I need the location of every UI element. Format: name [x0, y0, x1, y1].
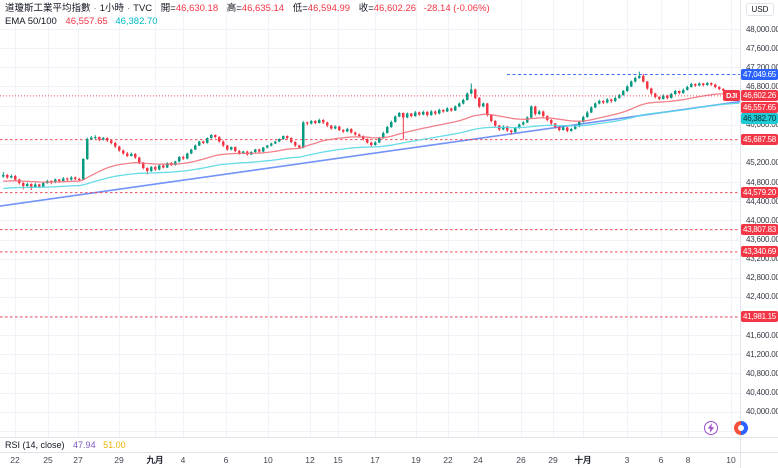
- price-badge: 46,602.26: [741, 90, 778, 102]
- price-badge: 46,382.70: [741, 113, 778, 125]
- time-axis[interactable]: 22 25 27 29 九月 4 6 10 12 15 17 19 22 24 26 29 十月 3 6 8 10: [0, 453, 740, 468]
- price-tick: 47,600.00: [746, 43, 778, 53]
- time-label-month: 九月: [146, 455, 164, 465]
- time-label: 6: [223, 455, 229, 465]
- price-badge: 47,049.65: [741, 68, 778, 80]
- time-label: 12: [305, 455, 315, 465]
- price-axis-separator: [740, 0, 741, 468]
- close-value: 46,602.26: [373, 3, 417, 14]
- legend-separator: ·: [126, 3, 131, 14]
- price-badge: 45,687.58: [741, 134, 778, 146]
- ema-legend-row[interactable]: EMA 50/100 46,557.65 46,382.70: [5, 15, 490, 28]
- open-value: 46,630.18: [175, 3, 219, 14]
- time-label: 29: [114, 455, 124, 465]
- ema-label: EMA 50/100: [5, 16, 57, 27]
- price-tick: 48,000.00: [746, 24, 778, 34]
- time-label: 17: [370, 455, 380, 465]
- low-value: 46,594.99: [307, 3, 351, 14]
- change-value: -28.14 (-0.06%): [423, 3, 490, 14]
- time-label-month: 十月: [574, 455, 592, 465]
- rsi-pane-legend[interactable]: RSI (14, close) 47.94 51.00: [5, 438, 126, 452]
- price-badge: 43,807.83: [741, 224, 778, 236]
- price-tick: 44,400.00: [746, 196, 778, 206]
- price-tick: 40,000.00: [746, 407, 778, 417]
- price-tick: 42,400.00: [746, 292, 778, 302]
- time-label: 22: [10, 455, 20, 465]
- time-axis-separator: [0, 452, 778, 453]
- currency-label[interactable]: USD: [746, 3, 774, 16]
- interval-label: 1小時: [99, 3, 124, 14]
- price-badge: 44,579.20: [741, 187, 778, 199]
- price-tick: 47,200.00: [746, 62, 778, 72]
- price-badge: 43,340.69: [741, 246, 778, 258]
- price-tick: 45,200.00: [746, 158, 778, 168]
- time-label: 6: [658, 455, 664, 465]
- open-label: 開=: [160, 3, 176, 14]
- community-icon-center: [738, 425, 744, 431]
- lightning-icon[interactable]: [704, 421, 718, 435]
- time-label: 3: [624, 455, 630, 465]
- pane-separator[interactable]: [0, 437, 778, 438]
- time-label: 22: [443, 455, 453, 465]
- price-tick: 46,000.00: [746, 120, 778, 130]
- time-label: 26: [516, 455, 526, 465]
- symbol-title: 道瓊斯工業平均指數: [5, 3, 91, 14]
- price-tick: 40,400.00: [746, 388, 778, 398]
- ema100-value: 46,382.70: [115, 16, 158, 27]
- high-label: 高=: [226, 3, 242, 14]
- time-label: 19: [411, 455, 421, 465]
- price-axis[interactable]: USD 48,000.00 47,600.00 47,200.00 46,800.00…: [741, 0, 778, 452]
- high-value: 46,635.14: [241, 3, 285, 14]
- time-label: 8: [685, 455, 691, 465]
- price-tick: 40,800.00: [746, 368, 778, 378]
- candlestick-plot[interactable]: [0, 0, 740, 437]
- time-label: 29: [548, 455, 558, 465]
- price-tick: 44,000.00: [746, 215, 778, 225]
- community-icon[interactable]: [734, 421, 748, 435]
- time-label: 25: [43, 455, 53, 465]
- price-badge: 41,981.15: [741, 311, 778, 323]
- price-tick: 42,800.00: [746, 273, 778, 283]
- price-tick: 46,800.00: [746, 81, 778, 91]
- price-tick: 41,600.00: [746, 330, 778, 340]
- time-label: 27: [73, 455, 83, 465]
- price-tick: 43,600.00: [746, 235, 778, 245]
- currency-text: USD: [751, 5, 769, 14]
- time-label: 4: [180, 455, 186, 465]
- time-label: 15: [333, 455, 343, 465]
- lightning-glyph: [707, 423, 715, 433]
- symbol-price-tag: DJI: [723, 90, 740, 102]
- close-label: 收=: [358, 3, 374, 14]
- symbol-legend-row[interactable]: 道瓊斯工業平均指數 · 1小時 · TVC 開=46,630.18 高=46,635.1…: [5, 2, 490, 15]
- time-label: 10: [263, 455, 273, 465]
- ema50-value: 46,557.65: [65, 16, 108, 27]
- legend: 道瓊斯工業平均指數 · 1小時 · TVC 開=46,630.18 高=46,635.1…: [5, 2, 490, 28]
- price-tick: 44,800.00: [746, 177, 778, 187]
- rsi-label: RSI (14, close): [5, 440, 65, 450]
- legend-separator: ·: [93, 3, 97, 14]
- rsi-value: 47.94: [73, 440, 96, 450]
- time-label: 24: [473, 455, 483, 465]
- time-label: 10: [726, 455, 736, 465]
- price-tick: 41,200.00: [746, 349, 778, 359]
- rsi-ma-value: 51.00: [103, 440, 126, 450]
- price-badge: 46,557.65: [741, 101, 778, 113]
- low-label: 低=: [292, 3, 308, 14]
- exchange-label: TVC: [133, 3, 153, 14]
- price-tick: 43,200.00: [746, 254, 778, 264]
